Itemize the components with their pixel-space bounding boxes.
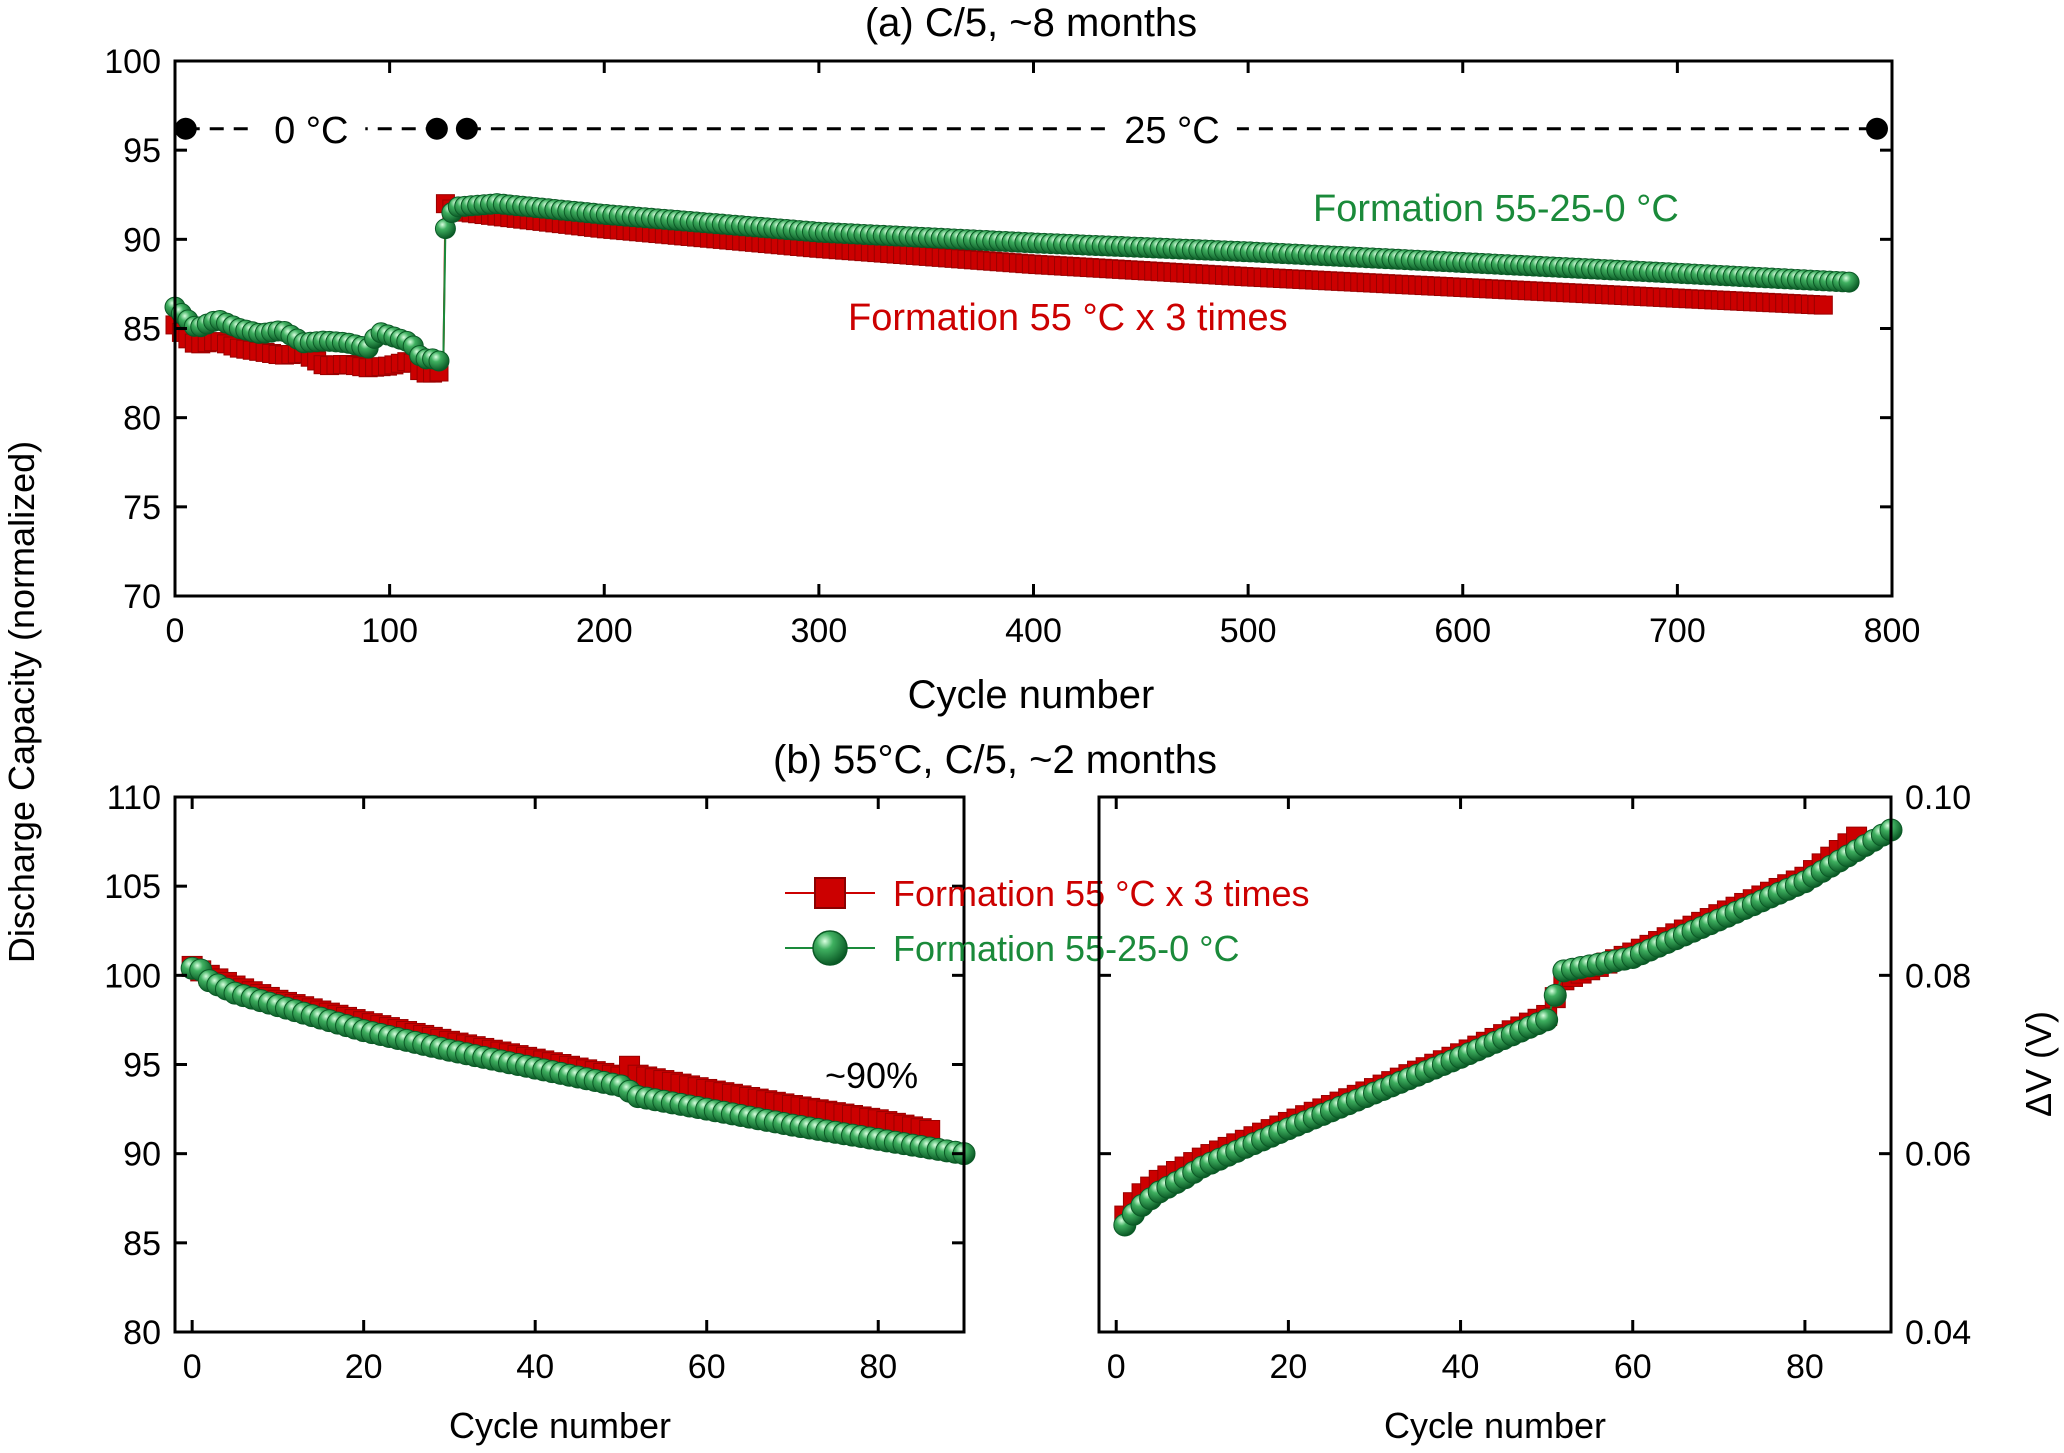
- x-tick-label: 60: [688, 1348, 726, 1386]
- series-green: [164, 193, 1860, 372]
- x-tick-label: 0: [1107, 1348, 1126, 1386]
- data-point-sphere: [1838, 271, 1860, 293]
- y-tick-label: 85: [123, 311, 161, 349]
- x-tick-label: 40: [1442, 1348, 1480, 1386]
- y-tick-label: 85: [123, 1225, 161, 1263]
- x-tick-label: 200: [576, 612, 633, 650]
- panel-b-title: (b) 55°C, C/5, ~2 months: [773, 738, 1217, 782]
- panel-a-x-label: Cycle number: [908, 673, 1155, 717]
- legend-label-green: Formation 55-25-0 °C: [893, 928, 1240, 969]
- x-tick-label: 0: [183, 1348, 202, 1386]
- x-tick-label: 300: [791, 612, 848, 650]
- y-tick-label: 0.08: [1905, 957, 1971, 995]
- temperature-boundary-marker: [425, 117, 448, 140]
- temperature-label: 25 °C: [1124, 110, 1219, 152]
- data-point-sphere: [1543, 983, 1567, 1007]
- legend-label-red: Formation 55 °C x 3 times: [893, 873, 1310, 914]
- x-tick-label: 100: [361, 612, 418, 650]
- panel-b-right-y-label: ΔV (V): [2018, 1011, 2059, 1117]
- legend-marker-square: [814, 877, 846, 909]
- temperature-boundary-marker: [455, 117, 478, 140]
- y-tick-label: 110: [107, 779, 161, 817]
- x-tick-label: 600: [1434, 612, 1491, 650]
- x-tick-label: 80: [1786, 1348, 1824, 1386]
- panel-a-title: (a) C/5, ~8 months: [865, 1, 1197, 45]
- y-tick-label: 90: [123, 221, 161, 259]
- y-tick-label: 95: [123, 132, 161, 170]
- y-tick-label: 0.06: [1905, 1136, 1971, 1174]
- shared-y-label: Discharge Capacity (normalized): [1, 441, 42, 963]
- data-point-sphere: [428, 350, 450, 372]
- x-tick-label: 20: [1269, 1348, 1307, 1386]
- y-tick-label: 75: [123, 489, 161, 527]
- panel-b-left-x-label: Cycle number: [449, 1405, 671, 1446]
- x-tick-label: 80: [859, 1348, 897, 1386]
- legend-marker-sphere: [812, 930, 848, 966]
- x-tick-label: 60: [1614, 1348, 1652, 1386]
- temperature-label-bg: [257, 102, 366, 153]
- x-tick-label: 20: [345, 1348, 383, 1386]
- temperature-label-bg: [1106, 102, 1237, 153]
- temperature-boundary-marker: [174, 117, 197, 140]
- y-tick-label: 105: [104, 868, 161, 906]
- y-tick-label: 80: [123, 400, 161, 438]
- panel-b-right-frame: [1097, 795, 1893, 1334]
- x-tick-label: 800: [1864, 612, 1921, 650]
- y-tick-label: 0.04: [1905, 1314, 1971, 1352]
- panel-b-right-x-label: Cycle number: [1384, 1405, 1606, 1446]
- x-tick-label: 0: [166, 612, 185, 650]
- y-tick-label: 100: [104, 43, 161, 81]
- y-tick-label: 70: [123, 578, 161, 616]
- x-tick-label: 700: [1649, 612, 1706, 650]
- legend: Formation 55 °C x 3 times Formation 55-2…: [785, 873, 1310, 969]
- y-tick-label: 100: [104, 957, 161, 995]
- y-tick-label: 80: [123, 1314, 161, 1352]
- annotation-green: Formation 55-25-0 °C: [1313, 188, 1679, 230]
- y-tick-label: 95: [123, 1047, 161, 1085]
- series-green: [1113, 818, 1903, 1237]
- data-point-square: [1813, 295, 1833, 315]
- panel-a: (a) C/5, ~8 months 0 °C 25 °C 0 100 200 300 4…: [104, 1, 1920, 717]
- panel-b-left: (b) 55°C, C/5, ~2 months 0 20 40 60 80 80 85 90…: [104, 738, 1309, 1446]
- data-point-sphere: [1535, 1008, 1559, 1032]
- x-tick-label: 500: [1220, 612, 1277, 650]
- annotation-90-percent: ~90%: [825, 1055, 918, 1096]
- temperature-label: 0 °C: [274, 110, 348, 152]
- series-green: [180, 956, 976, 1166]
- annotation-red: Formation 55 °C x 3 times: [848, 297, 1288, 339]
- x-tick-label: 400: [1005, 612, 1062, 650]
- y-tick-label: 0.10: [1905, 779, 1971, 817]
- panel-b-right: 0 20 40 60 80 0.04 0.06 0.08 0.10 Cycle number Δ…: [1097, 779, 2059, 1446]
- x-tick-label: 40: [516, 1348, 554, 1386]
- series-red: [181, 955, 941, 1141]
- y-tick-label: 90: [123, 1136, 161, 1174]
- temperature-boundary-marker: [1865, 117, 1888, 140]
